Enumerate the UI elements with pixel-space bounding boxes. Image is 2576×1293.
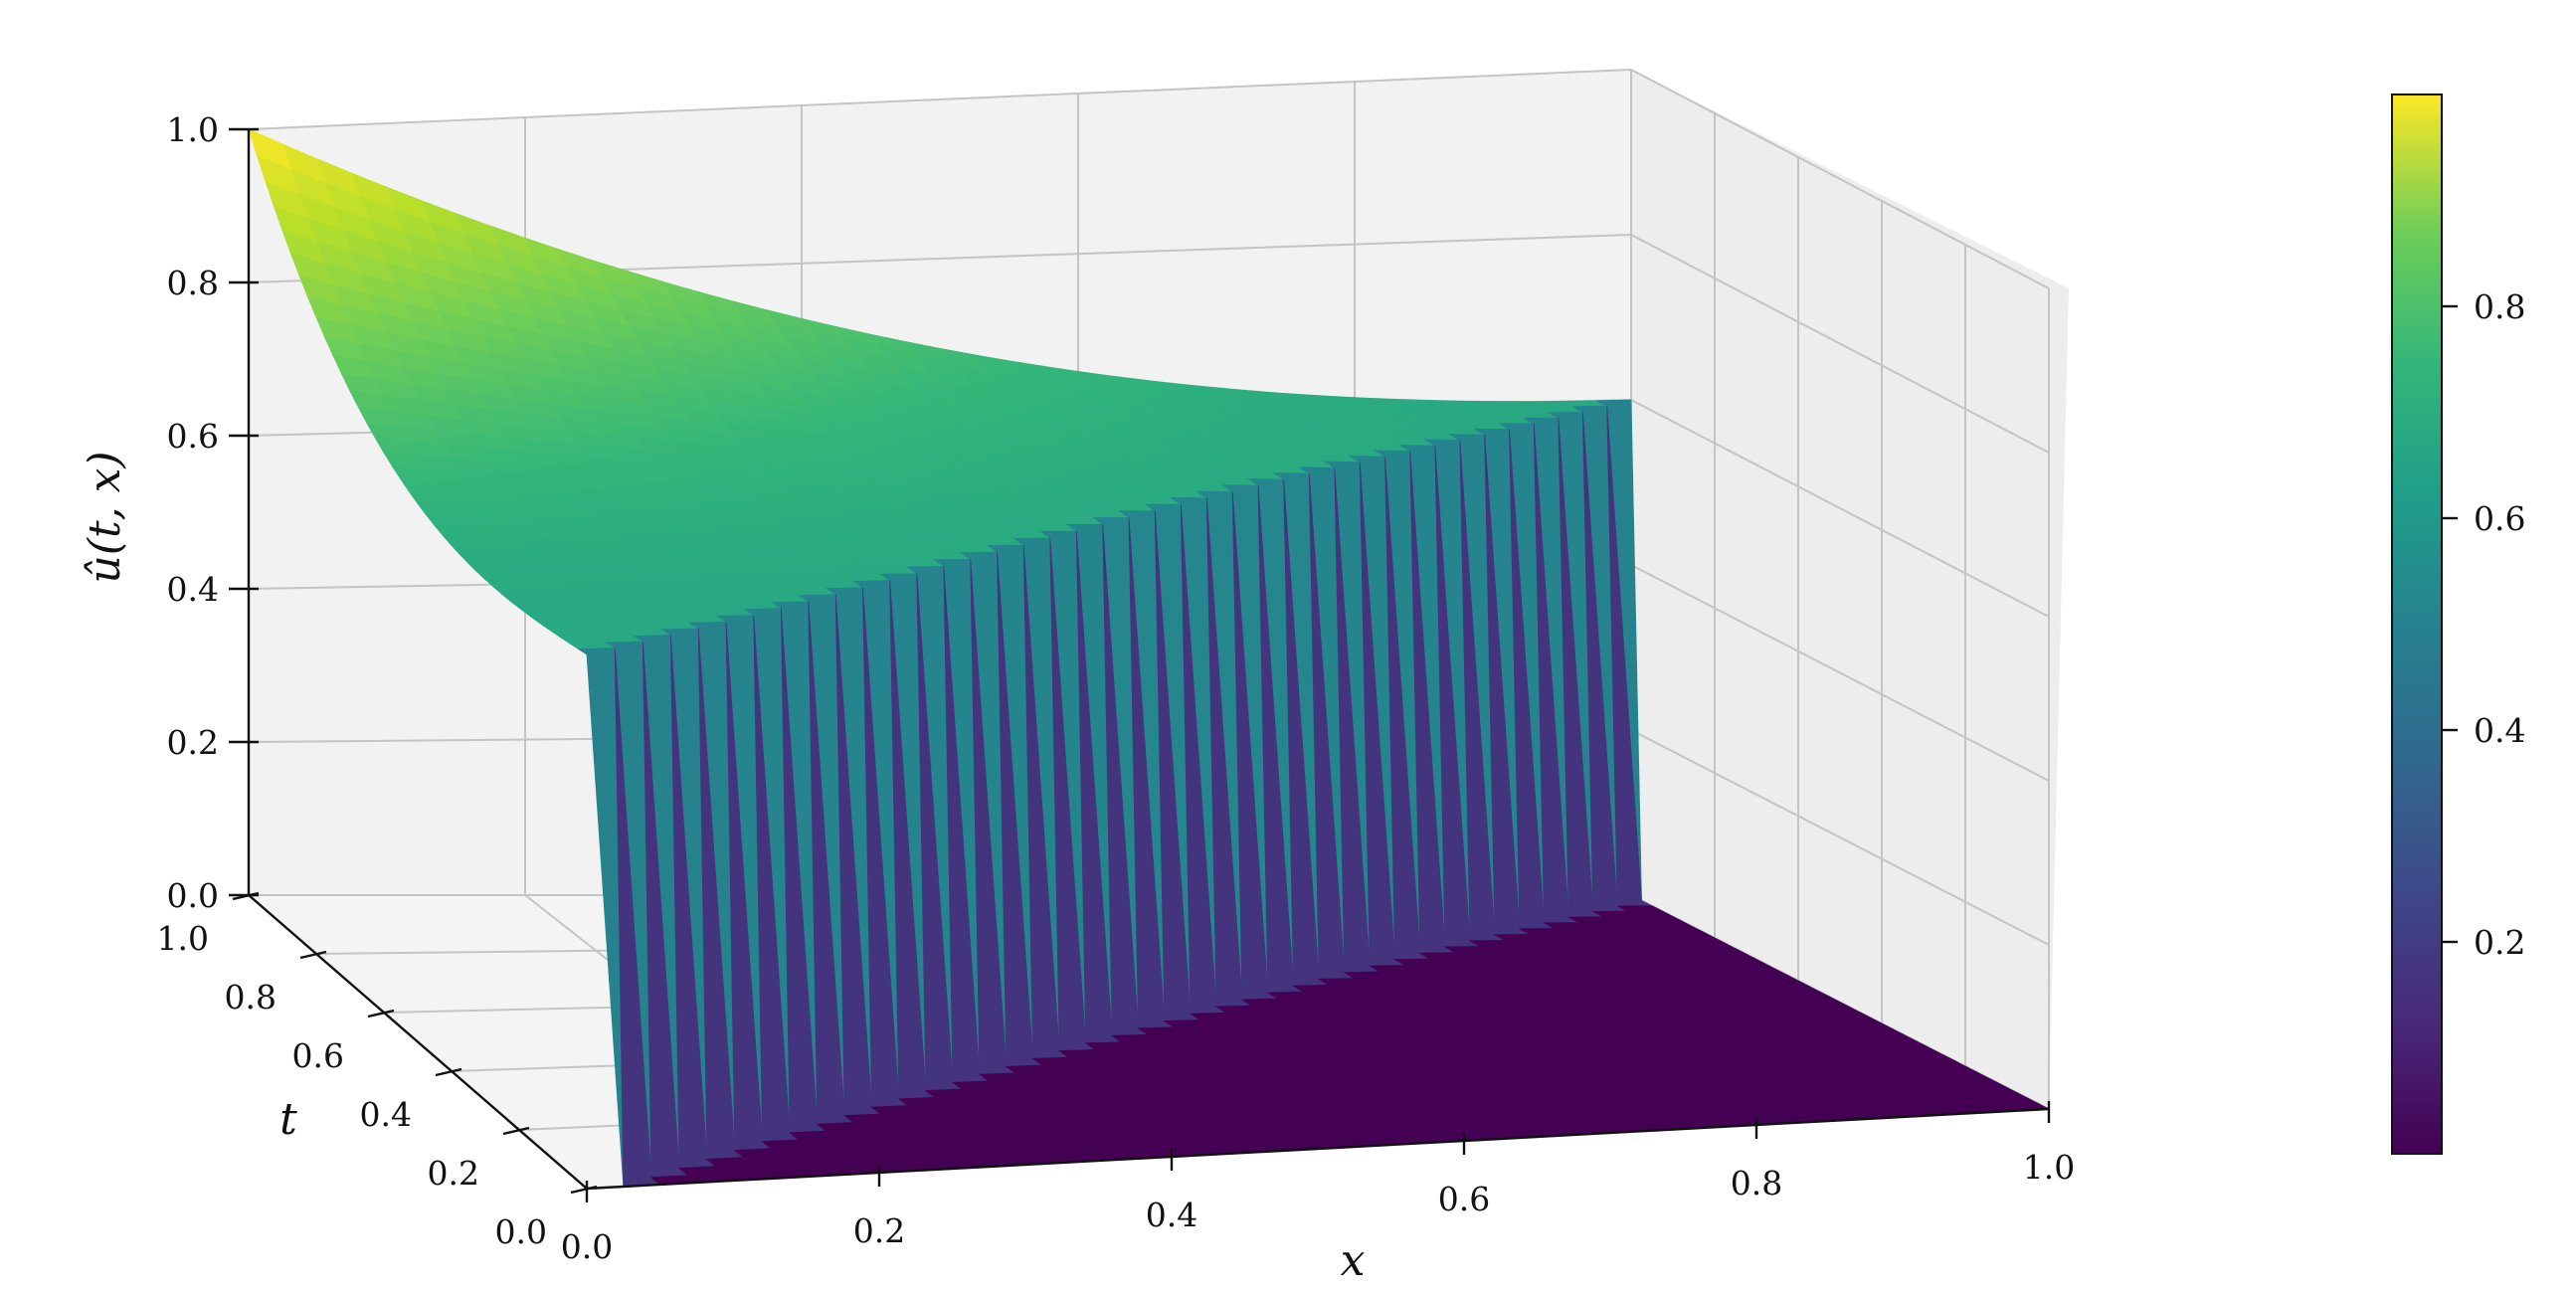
x-tick-label: 0.4 (1146, 1196, 1197, 1234)
colorbar-tick-label: 0.6 (2474, 499, 2525, 538)
t-tick-label: 0.2 (428, 1154, 479, 1193)
right-pane (1631, 70, 2069, 1109)
x-axis-line (586, 1107, 2050, 1191)
z-tick-label: 0.4 (167, 570, 219, 609)
colorbar-gradient (2391, 93, 2443, 1155)
grid-line-right-z (1630, 729, 2050, 946)
t-tick-label: 0.6 (292, 1036, 344, 1075)
z-tick-label: 0.6 (167, 417, 219, 456)
surface-mesh (248, 128, 2051, 1188)
z-tick-label: 0.2 (167, 723, 219, 762)
z-tick-label: 0.0 (167, 876, 219, 915)
colorbar-tick-label: 0.8 (2474, 287, 2525, 326)
z-tick-label: 1.0 (167, 110, 219, 149)
z-tick-label: 0.8 (167, 264, 219, 302)
colorbar-ticks: 0.2 0.4 0.6 0.8 (2442, 287, 2525, 962)
t-tick-label: 0.0 (495, 1212, 547, 1251)
grid-line-right-z (1630, 564, 2050, 782)
grid-line-right-z (1630, 69, 2050, 289)
t-tick-mark (367, 1009, 395, 1018)
t-axis-line (248, 894, 588, 1190)
colorbar: 0.2 0.4 0.6 0.8 (2391, 93, 2525, 1155)
x-tick-label: 0.0 (561, 1227, 613, 1266)
t-tick-mark (570, 1185, 598, 1195)
t-tick-mark (502, 1126, 530, 1136)
t-tick-mark (435, 1067, 462, 1077)
t-tick-label: 1.0 (157, 919, 209, 958)
grid-line-right-z (1630, 234, 2050, 454)
t-tick-label: 0.4 (360, 1095, 412, 1134)
grid-line-right-z (1630, 399, 2050, 618)
colorbar-tick-label: 0.4 (2474, 711, 2525, 750)
colorbar-tick-label: 0.2 (2474, 923, 2525, 962)
t-axis-title: t (279, 1094, 297, 1145)
t-tick-label: 0.8 (225, 978, 276, 1016)
z-axis-title: û(t, x) (80, 451, 130, 583)
x-axis-title: x (1341, 1235, 1366, 1286)
x-tick-label: 0.2 (853, 1211, 905, 1250)
x-tick-label: 0.8 (1731, 1164, 1782, 1202)
axes: 0.0 0.2 0.4 0.6 0.8 1.0 0.0 0.2 0.4 0.6 0.8 1.0 0.0 0… (157, 110, 2076, 1266)
x-tick-label: 1.0 (2023, 1148, 2075, 1187)
t-tick-mark (299, 950, 327, 960)
x-tick-label: 0.6 (1438, 1180, 1490, 1218)
grid-line-back-z (248, 69, 1632, 130)
